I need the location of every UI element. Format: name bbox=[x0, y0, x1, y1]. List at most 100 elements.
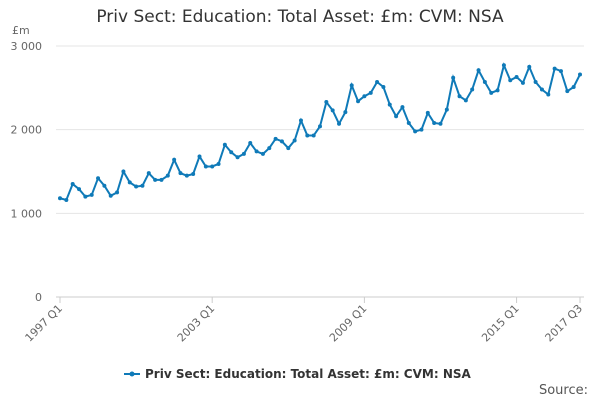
data-point bbox=[558, 69, 563, 74]
data-point bbox=[165, 173, 170, 178]
data-point bbox=[362, 94, 367, 99]
y-tick-label: 2 000 bbox=[11, 124, 43, 137]
y-tick-label: 3 000 bbox=[11, 40, 43, 53]
data-point bbox=[324, 100, 329, 105]
data-point bbox=[172, 157, 177, 162]
data-point bbox=[546, 92, 551, 97]
data-point bbox=[235, 155, 240, 160]
data-point bbox=[375, 79, 380, 84]
data-point bbox=[476, 68, 481, 73]
data-point bbox=[102, 183, 107, 188]
data-point bbox=[318, 124, 322, 129]
data-point bbox=[83, 194, 88, 199]
source: Source: bbox=[539, 383, 588, 398]
data-point bbox=[260, 151, 265, 156]
data-point bbox=[520, 80, 525, 85]
data-point bbox=[191, 172, 196, 177]
data-point bbox=[482, 79, 487, 84]
y-axis-label: £m bbox=[12, 24, 30, 37]
data-point bbox=[381, 84, 386, 89]
data-point bbox=[394, 114, 399, 119]
data-point bbox=[343, 110, 348, 115]
data-point bbox=[463, 98, 468, 103]
data-point bbox=[121, 169, 126, 174]
x-tick-label: 1997 Q1 bbox=[23, 302, 66, 345]
data-point bbox=[184, 173, 189, 178]
data-point bbox=[108, 193, 113, 198]
data-point bbox=[140, 183, 145, 188]
chart-title: Priv Sect: Education: Total Asset: £m: C… bbox=[96, 7, 504, 27]
x-tick-label: 2003 Q1 bbox=[175, 302, 218, 345]
data-point bbox=[70, 182, 75, 187]
data-point bbox=[368, 90, 373, 95]
data-point bbox=[438, 121, 443, 126]
data-point bbox=[470, 87, 475, 92]
data-point bbox=[279, 139, 284, 144]
data-point bbox=[406, 120, 411, 125]
data-point bbox=[527, 64, 532, 69]
data-point bbox=[305, 133, 310, 138]
data-point bbox=[508, 78, 513, 83]
data-point bbox=[216, 161, 221, 166]
data-point bbox=[267, 146, 272, 151]
data-point bbox=[565, 89, 570, 94]
data-point bbox=[501, 63, 506, 68]
y-tick-label: 1 000 bbox=[11, 207, 43, 220]
data-point bbox=[146, 171, 151, 176]
legend-label: Priv Sect: Education: Total Asset: £m: C… bbox=[145, 367, 472, 381]
data-point bbox=[457, 94, 462, 99]
data-point bbox=[425, 110, 430, 115]
data-point bbox=[578, 72, 582, 77]
data-point bbox=[273, 136, 278, 141]
x-tick-label: 2009 Q1 bbox=[327, 302, 370, 345]
data-point bbox=[96, 176, 101, 181]
data-point bbox=[571, 84, 576, 89]
data-point bbox=[444, 107, 449, 112]
data-point bbox=[241, 151, 246, 156]
data-point bbox=[356, 99, 361, 104]
data-point bbox=[387, 102, 392, 107]
data-point bbox=[197, 154, 202, 159]
data-point bbox=[489, 90, 494, 95]
data-point bbox=[311, 133, 316, 138]
data-point bbox=[495, 88, 500, 93]
legend-marker bbox=[129, 371, 135, 377]
data-point bbox=[451, 75, 456, 80]
y-tick-label: 0 bbox=[35, 291, 42, 304]
data-point bbox=[432, 120, 437, 125]
data-point bbox=[254, 149, 259, 154]
data-point bbox=[58, 196, 62, 201]
data-point bbox=[330, 108, 335, 113]
data-point bbox=[210, 164, 215, 169]
data-point bbox=[222, 142, 227, 147]
data-point bbox=[127, 180, 132, 185]
data-point bbox=[178, 171, 183, 176]
data-point bbox=[248, 141, 253, 146]
data-point bbox=[552, 66, 557, 71]
data-point bbox=[229, 150, 234, 155]
data-point bbox=[349, 83, 354, 88]
data-point bbox=[203, 164, 208, 169]
data-point bbox=[419, 127, 424, 132]
data-point bbox=[400, 105, 405, 110]
data-point bbox=[337, 121, 342, 126]
data-line bbox=[59, 62, 581, 202]
data-point bbox=[298, 118, 303, 123]
data-point bbox=[413, 129, 418, 134]
data-point bbox=[286, 146, 291, 151]
x-tick-label: 2017 Q3 bbox=[543, 302, 586, 345]
data-point bbox=[159, 177, 164, 182]
data-point bbox=[533, 79, 538, 84]
data-point bbox=[292, 138, 297, 143]
data-point bbox=[153, 177, 158, 182]
data-point bbox=[115, 190, 120, 195]
data-point bbox=[64, 197, 69, 202]
x-tick-label: 2015 Q1 bbox=[479, 302, 522, 345]
data-point bbox=[134, 184, 139, 189]
data-point bbox=[514, 74, 519, 79]
data-point bbox=[539, 87, 544, 92]
data-point bbox=[89, 192, 94, 197]
data-point bbox=[77, 187, 82, 192]
